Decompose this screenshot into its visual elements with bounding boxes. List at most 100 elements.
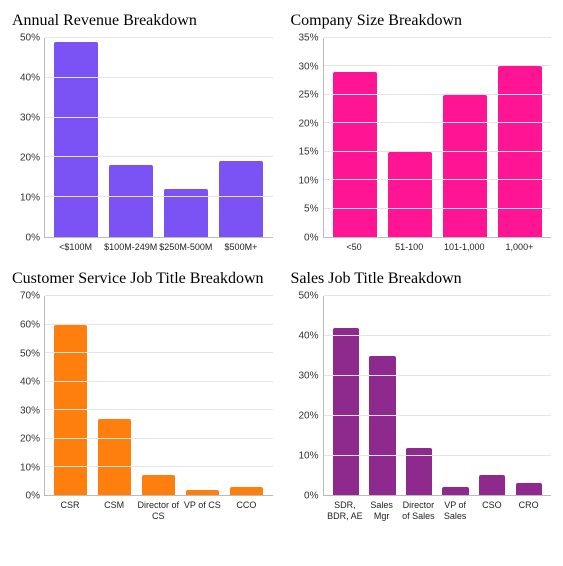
x-tick-label: CRO <box>510 500 547 521</box>
bar <box>109 165 153 237</box>
x-tick-label: 1,000+ <box>492 242 547 252</box>
gridline <box>324 415 552 416</box>
gridline <box>45 381 273 382</box>
gridline <box>324 335 552 336</box>
x-tick-label: $250M-500M <box>158 242 213 252</box>
y-tick-label: 20% <box>20 153 40 164</box>
gridline <box>324 179 552 180</box>
bar <box>333 328 359 495</box>
bar <box>369 356 395 495</box>
gridline <box>45 438 273 439</box>
x-tick-label: <50 <box>327 242 382 252</box>
bar <box>388 152 432 237</box>
chart-title: Company Size Breakdown <box>291 12 552 30</box>
gridline <box>45 352 273 353</box>
x-tick-label: $500M+ <box>213 242 268 252</box>
y-tick-label: 70% <box>20 291 40 302</box>
x-tick-label: 101-1,000 <box>437 242 492 252</box>
x-tick-label: Director of CS <box>136 500 180 521</box>
y-tick-label: 10% <box>20 193 40 204</box>
chart-title: Sales Job Title Breakdown <box>291 270 552 288</box>
x-labels: <$100M$100M-249M$250M-500M$500M+ <box>44 242 273 252</box>
gridline <box>45 324 273 325</box>
x-tick-label: CCO <box>224 500 268 521</box>
chart-grid: Annual Revenue Breakdown 0% 10% 20% 30% 40% 5… <box>12 12 551 521</box>
y-tick-label: 30% <box>298 371 318 382</box>
x-tick-label: VP of CS <box>180 500 224 521</box>
y-tick-label: 35% <box>298 33 318 44</box>
chart-annual-revenue: Annual Revenue Breakdown 0% 10% 20% 30% 40% 5… <box>12 12 273 252</box>
chart-company-size: Company Size Breakdown 0%5%10%15%20%25%3… <box>291 12 552 252</box>
gridline <box>324 151 552 152</box>
y-tick-label: 40% <box>20 377 40 388</box>
bar <box>219 161 263 237</box>
bar <box>98 419 131 496</box>
gridline <box>45 156 273 157</box>
y-tick-label: 0% <box>304 491 318 502</box>
bar <box>479 475 505 495</box>
y-tick-label: 60% <box>20 319 40 330</box>
y-tick-label: 50% <box>298 291 318 302</box>
bar <box>142 475 175 495</box>
x-tick-label: CSR <box>48 500 92 521</box>
x-tick-label: SDR, BDR, AE <box>327 500 364 521</box>
y-tick-label: 25% <box>298 90 318 101</box>
bars <box>324 296 552 495</box>
plot-area: 0%10%20%30%40%50% <box>291 296 552 496</box>
y-tick-label: 10% <box>298 175 318 186</box>
bar <box>333 72 377 237</box>
y-axis: 0%5%10%15%20%25%30%35% <box>291 38 323 238</box>
bar <box>498 66 542 237</box>
x-tick-label: CSM <box>92 500 136 521</box>
x-tick-label: VP of Sales <box>437 500 474 521</box>
y-tick-label: 10% <box>298 451 318 462</box>
chart-title: Annual Revenue Breakdown <box>12 12 273 30</box>
y-tick-label: 50% <box>20 348 40 359</box>
y-tick-label: 10% <box>20 462 40 473</box>
plot-area: 0%10%20%30%40%50% <box>12 38 273 238</box>
y-tick-label: 0% <box>26 233 40 244</box>
gridline <box>324 455 552 456</box>
bar <box>186 490 219 496</box>
gridline <box>45 409 273 410</box>
chart-cs-job-title: Customer Service Job Title Breakdown 0%1… <box>12 270 273 521</box>
y-tick-label: 30% <box>298 61 318 72</box>
y-tick-label: 0% <box>304 233 318 244</box>
bar <box>230 487 263 496</box>
bars <box>45 38 273 237</box>
y-tick-label: 20% <box>298 118 318 129</box>
y-tick-label: 30% <box>20 405 40 416</box>
gridline <box>324 375 552 376</box>
gridline <box>45 196 273 197</box>
plot <box>44 38 273 238</box>
y-tick-label: 50% <box>20 33 40 44</box>
x-tick-label: <$100M <box>48 242 103 252</box>
plot-area: 0%10%20%30%40%50%60%70% <box>12 296 273 496</box>
bar <box>443 95 487 237</box>
y-tick-label: 30% <box>20 113 40 124</box>
bar <box>54 42 98 237</box>
x-labels: SDR, BDR, AESales MgrDirector of SalesVP… <box>323 500 552 521</box>
gridline <box>324 37 552 38</box>
x-tick-label: Director of Sales <box>400 500 437 521</box>
y-axis: 0%10%20%30%40%50% <box>12 38 44 238</box>
plot <box>323 296 552 496</box>
plot <box>323 38 552 238</box>
x-tick-label: 51-100 <box>382 242 437 252</box>
x-tick-label: $100M-249M <box>103 242 158 252</box>
gridline <box>324 122 552 123</box>
y-tick-label: 0% <box>26 491 40 502</box>
y-axis: 0%10%20%30%40%50%60%70% <box>12 296 44 496</box>
chart-sales-job-title: Sales Job Title Breakdown 0% 10% 20% 30% 40%… <box>291 270 552 521</box>
y-axis: 0%10%20%30%40%50% <box>291 296 323 496</box>
x-labels: <5051-100101-1,0001,000+ <box>323 242 552 252</box>
y-tick-label: 40% <box>298 331 318 342</box>
plot <box>44 296 273 496</box>
x-tick-label: Sales Mgr <box>363 500 400 521</box>
gridline <box>45 117 273 118</box>
x-tick-label: CSO <box>474 500 511 521</box>
y-tick-label: 20% <box>298 411 318 422</box>
gridline <box>324 65 552 66</box>
gridline <box>45 77 273 78</box>
y-tick-label: 40% <box>20 73 40 84</box>
